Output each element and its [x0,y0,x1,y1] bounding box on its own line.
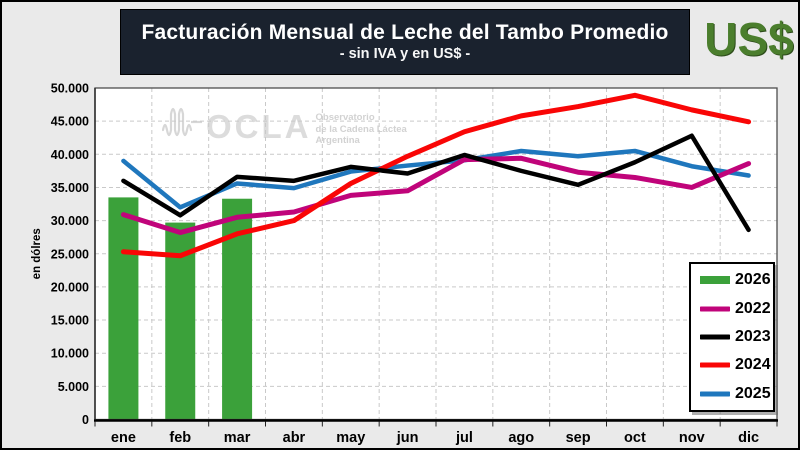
legend-item-2025: 2025 [691,385,773,403]
x-tick-label: may [336,430,365,446]
legend-item-2022: 2022 [691,300,773,318]
x-tick-label: dic [738,430,759,446]
x-tick-label: abr [283,430,306,446]
chart-subtitle: - sin IVA y en US$ - [339,46,471,63]
watermark-caption: Observatorio de la Cadena Láctea Argenti… [316,112,407,147]
watermark-line: de la Cadena Láctea [315,123,407,135]
legend-swatch-2026 [700,276,730,285]
y-tick-label: 20.000 [51,280,89,294]
pulse-icon [161,106,204,145]
y-tick-label: 40.000 [51,148,89,162]
x-tick-label: feb [169,430,191,446]
line-series-2022 [120,155,752,236]
legend-label-2025: 2025 [735,384,771,402]
legend-swatch-2025 [700,391,730,397]
y-tick-label: 5.000 [58,380,89,394]
line-series-2024 [120,92,752,259]
currency-badge: US$ [704,13,794,65]
legend-item-2024: 2024 [691,356,773,374]
y-tick-label: 10.000 [51,347,89,361]
chart-title-box: Facturación Mensual de Leche del Tambo P… [120,9,690,75]
watermark-line: Observatorio [315,112,375,123]
y-tick-label: 35.000 [51,181,89,195]
legend-label-2026: 2026 [735,271,771,289]
legend-swatch-2022 [700,306,730,312]
bar-2026-ene [108,197,139,419]
y-tick-label: 50.000 [51,82,89,96]
legend-label-2024: 2024 [735,356,771,374]
x-tick-label: mar [224,430,251,446]
legend-swatch-2024 [700,362,730,368]
legend-label-2023: 2023 [735,327,771,345]
legend-item-2026: 2026 [691,271,773,289]
x-tick-label: jun [396,430,419,446]
line-series-2023 [121,133,751,233]
chart-legend: 2026 2022 2023 2024 2025 [689,262,775,412]
legend-label-2022: 2022 [735,299,771,317]
x-tick-label: jul [455,430,473,446]
x-tick-label: ago [508,430,534,446]
y-tick-label: 25.000 [51,247,89,261]
x-tick-label: sep [566,430,591,446]
x-tick-label: oct [624,430,646,446]
y-axis-title: en dólres [31,228,43,279]
watermark-line: Argentina [315,135,360,146]
y-tick-label: 15.000 [51,314,89,328]
ocla-watermark: OCLA Observatorio de la Cadena Láctea Ar… [161,106,407,147]
watermark-logo-text: OCLA [206,108,312,145]
legend-item-2023: 2023 [691,328,773,346]
chart-title: Facturación Mensual de Leche del Tambo P… [141,20,669,44]
y-tick-label: 0 [82,413,89,427]
legend-swatch-2023 [700,334,730,340]
x-tick-label: ene [111,430,136,446]
y-tick-label: 30.000 [51,214,89,228]
x-tick-label: nov [679,430,705,446]
y-tick-label: 45.000 [51,115,89,129]
